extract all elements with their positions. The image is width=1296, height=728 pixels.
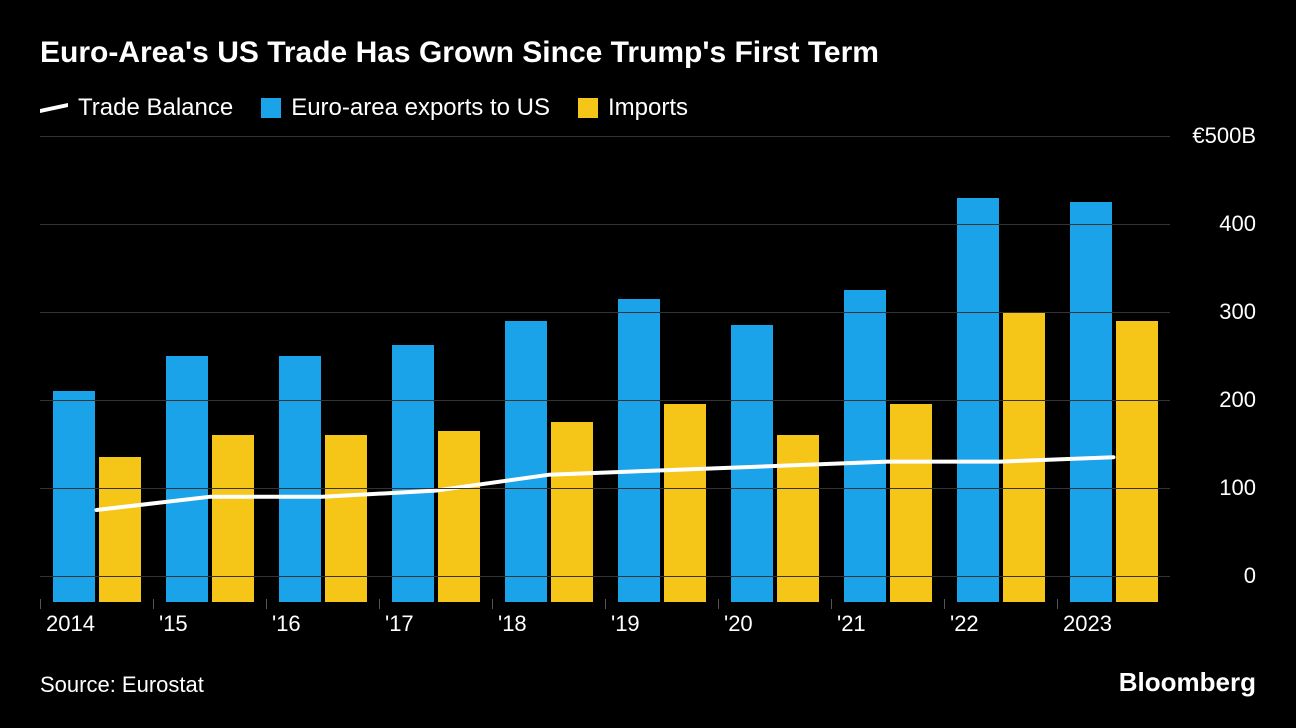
x-tick-mark — [492, 599, 493, 609]
exports-bar — [505, 321, 547, 602]
grid-line — [40, 400, 1170, 401]
plot-area — [40, 136, 1170, 576]
exports-bar — [53, 391, 95, 602]
x-tick-mark — [153, 599, 154, 609]
x-tick: 2014 — [40, 603, 153, 645]
year-group — [379, 136, 492, 576]
x-tick-label: '17 — [379, 603, 492, 637]
year-group — [718, 136, 831, 576]
grid-line — [40, 576, 1170, 577]
x-tick-mark — [605, 599, 606, 609]
exports-bar — [166, 356, 208, 602]
x-tick-label: 2014 — [40, 603, 153, 637]
brand-logo: Bloomberg — [1119, 667, 1256, 698]
imports-color-icon — [578, 98, 598, 118]
chart-title: Euro-Area's US Trade Has Grown Since Tru… — [40, 36, 1256, 70]
legend-label: Imports — [608, 94, 688, 122]
bars-area — [40, 136, 1170, 576]
x-tick-label: '15 — [153, 603, 266, 637]
exports-bar — [392, 345, 434, 602]
x-tick-mark — [1057, 599, 1058, 609]
year-group — [831, 136, 944, 576]
imports-bar — [1116, 321, 1158, 602]
year-group — [266, 136, 379, 576]
x-tick-mark — [944, 599, 945, 609]
trade-balance-line-icon — [40, 103, 68, 113]
legend: Trade Balance Euro-area exports to US Im… — [40, 94, 1256, 122]
exports-bar — [618, 299, 660, 602]
x-axis: 2014'15'16'17'18'19'20'21'222023 — [40, 603, 1170, 645]
grid-line — [40, 488, 1170, 489]
legend-item-trade-balance: Trade Balance — [40, 94, 233, 122]
exports-bar — [731, 325, 773, 602]
imports-bar — [664, 404, 706, 602]
exports-bar — [1070, 202, 1112, 602]
y-tick-label: 0 — [1244, 563, 1256, 589]
legend-item-exports: Euro-area exports to US — [261, 94, 550, 122]
x-tick: 2023 — [1057, 603, 1170, 645]
grid-line — [40, 312, 1170, 313]
year-group — [605, 136, 718, 576]
x-tick-label: '18 — [492, 603, 605, 637]
year-group — [40, 136, 153, 576]
y-tick-label: 300 — [1219, 299, 1256, 325]
x-tick: '20 — [718, 603, 831, 645]
x-tick: '18 — [492, 603, 605, 645]
x-tick: '22 — [944, 603, 1057, 645]
x-tick-label: '22 — [944, 603, 1057, 637]
x-tick: '19 — [605, 603, 718, 645]
year-group — [1057, 136, 1170, 576]
x-tick-label: '16 — [266, 603, 379, 637]
source-text: Source: Eurostat — [40, 672, 204, 698]
y-tick-label: 400 — [1219, 211, 1256, 237]
imports-bar — [99, 457, 141, 602]
x-tick-mark — [379, 599, 380, 609]
imports-bar — [551, 422, 593, 602]
y-tick-label: €500B — [1192, 123, 1256, 149]
x-tick-mark — [266, 599, 267, 609]
y-tick-label: 100 — [1219, 475, 1256, 501]
chart-area: 0100200300400€500B — [40, 136, 1256, 595]
x-tick-mark — [718, 599, 719, 609]
x-tick-label: '19 — [605, 603, 718, 637]
x-tick-label: '21 — [831, 603, 944, 637]
legend-label: Trade Balance — [78, 94, 233, 122]
x-tick-label: 2023 — [1057, 603, 1170, 637]
x-tick-mark — [831, 599, 832, 609]
x-tick-label: '20 — [718, 603, 831, 637]
x-tick: '17 — [379, 603, 492, 645]
x-tick: '21 — [831, 603, 944, 645]
x-tick: '16 — [266, 603, 379, 645]
grid-line — [40, 136, 1170, 137]
exports-bar — [844, 290, 886, 602]
y-axis: 0100200300400€500B — [1176, 136, 1256, 576]
imports-bar — [890, 404, 932, 602]
exports-color-icon — [261, 98, 281, 118]
x-tick: '15 — [153, 603, 266, 645]
year-group — [944, 136, 1057, 576]
exports-bar — [279, 356, 321, 602]
y-tick-label: 200 — [1219, 387, 1256, 413]
grid-line — [40, 224, 1170, 225]
x-tick-mark — [40, 599, 41, 609]
legend-label: Euro-area exports to US — [291, 94, 550, 122]
year-group — [153, 136, 266, 576]
legend-item-imports: Imports — [578, 94, 688, 122]
year-group — [492, 136, 605, 576]
imports-bar — [1003, 312, 1045, 602]
